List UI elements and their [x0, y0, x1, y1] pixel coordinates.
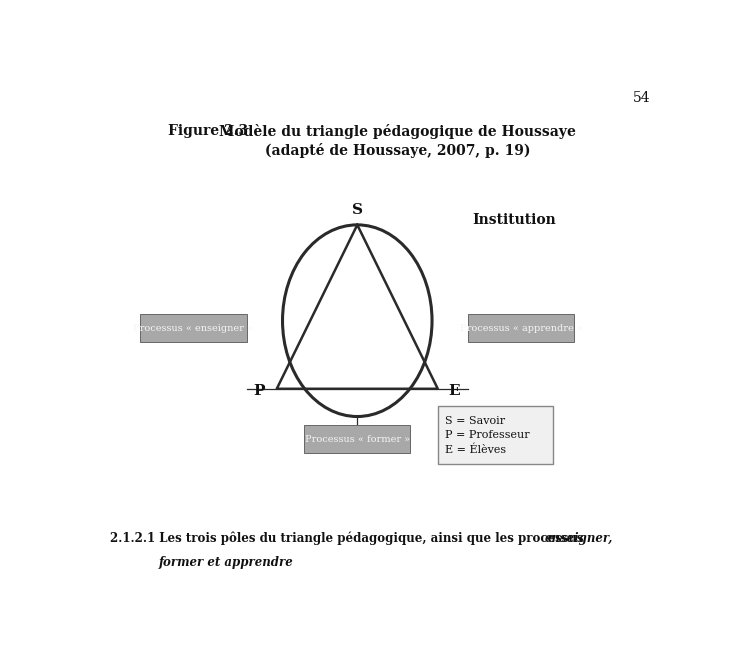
FancyBboxPatch shape	[438, 406, 553, 464]
Text: S: S	[352, 203, 363, 217]
Text: 54: 54	[633, 91, 651, 105]
Text: E = Élèves: E = Élèves	[444, 445, 506, 455]
Text: 2.1.2.1 Les trois pôles du triangle pédagogique, ainsi que les processus: 2.1.2.1 Les trois pôles du triangle péda…	[110, 532, 588, 545]
Text: Processus « former »: Processus « former »	[305, 435, 410, 443]
FancyBboxPatch shape	[468, 314, 574, 342]
Text: S = Savoir: S = Savoir	[444, 416, 505, 426]
Text: P: P	[254, 384, 265, 398]
Text: (adapté de Houssaye, 2007, p. 19): (adapté de Houssaye, 2007, p. 19)	[265, 143, 531, 158]
Text: Processus « enseigner »: Processus « enseigner »	[134, 324, 253, 333]
Text: Modèle du triangle pédagogique de Houssaye: Modèle du triangle pédagogique de Houssa…	[219, 124, 576, 139]
Text: former et apprendre: former et apprendre	[159, 556, 294, 569]
Text: P = Professeur: P = Professeur	[444, 430, 529, 440]
Text: enseigner,: enseigner,	[544, 532, 613, 545]
FancyBboxPatch shape	[304, 425, 410, 453]
Text: Institution: Institution	[473, 213, 556, 227]
FancyBboxPatch shape	[140, 314, 246, 342]
Text: Processus « apprendre »: Processus « apprendre »	[460, 324, 582, 333]
Text: E: E	[448, 384, 460, 398]
Text: Figure 2.3: Figure 2.3	[168, 124, 248, 138]
